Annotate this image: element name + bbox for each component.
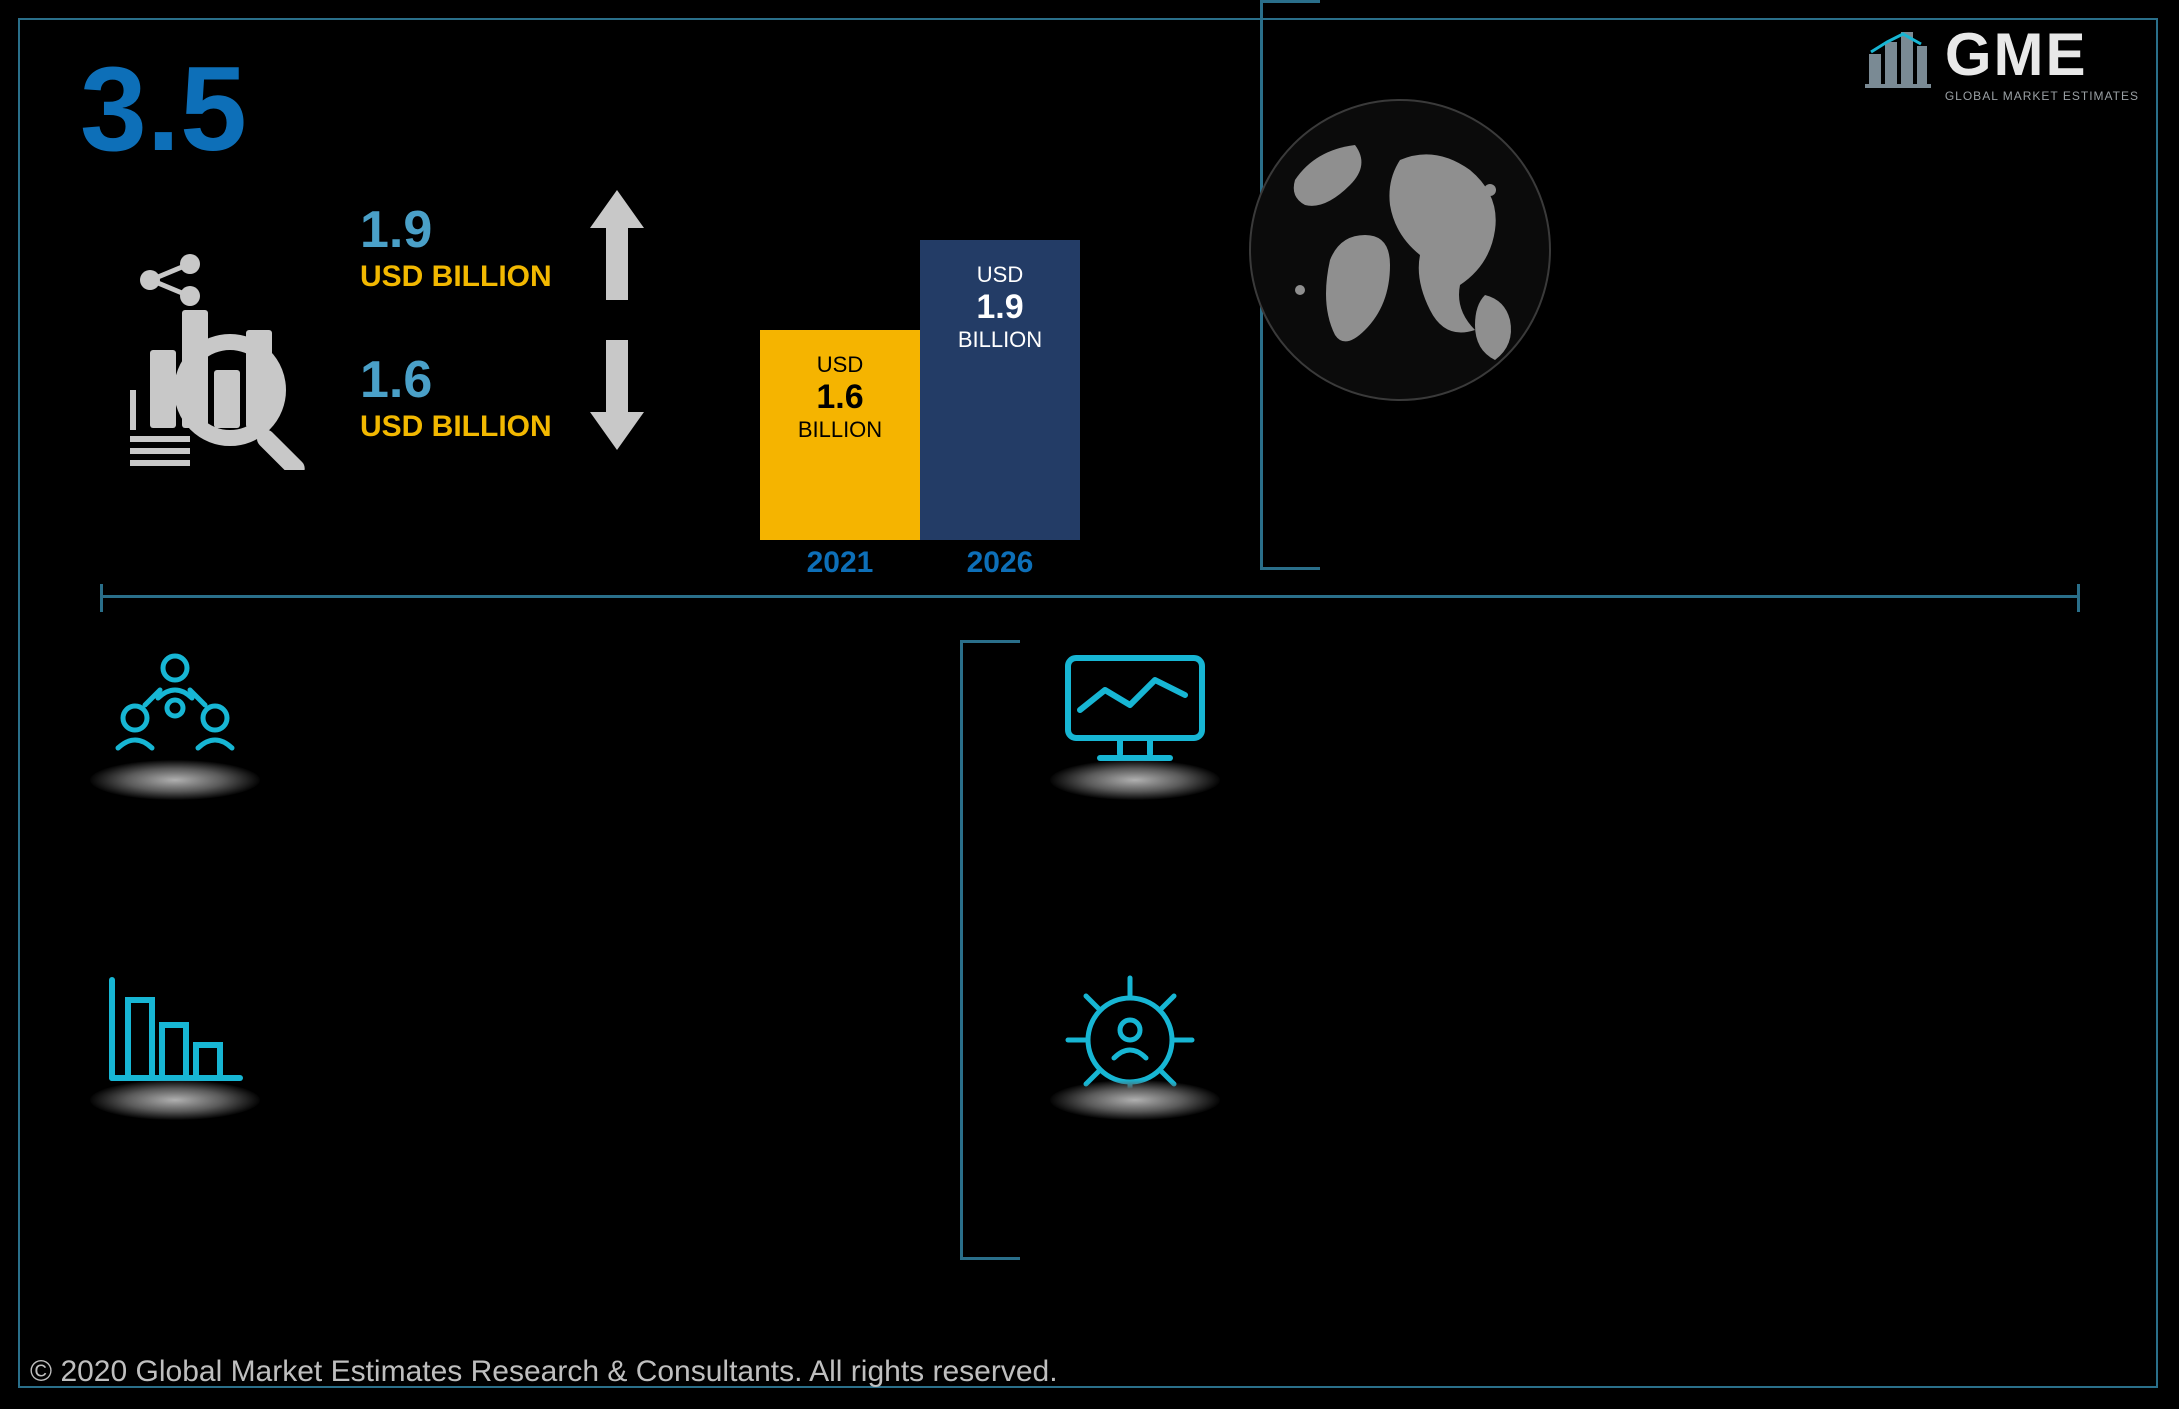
logo-subtext: GLOBAL MARKET ESTIMATES <box>1945 89 2139 103</box>
stat-high-value: 1.9 <box>360 200 552 260</box>
stat-high: 1.9 USD BILLION <box>360 200 552 294</box>
stat-high-unit: USD BILLION <box>360 260 552 294</box>
bar-unit: BILLION <box>798 417 882 443</box>
copyright-text: © 2020 Global Market Estimates Research … <box>30 1355 1058 1389</box>
logo-building-icon <box>1863 24 1933 99</box>
divider-bracket-lower <box>960 640 1020 1260</box>
lower-panel <box>60 640 2120 1280</box>
logo-text: GME <box>1945 20 2139 89</box>
stat-low-value: 1.6 <box>360 350 552 410</box>
bar-2021: USD1.6BILLION <box>760 330 920 540</box>
team-icon <box>100 650 250 765</box>
globe-icon <box>1240 90 1560 415</box>
icon-shadow <box>90 1080 260 1120</box>
brand-logo: GME GLOBAL MARKET ESTIMATES <box>1863 20 2139 103</box>
arrow-up-icon <box>590 190 644 305</box>
bar-year-label: 2026 <box>920 546 1080 580</box>
bar-value: 1.9 <box>976 288 1023 327</box>
bar-year-label: 2021 <box>760 546 920 580</box>
bar-currency: USD <box>817 352 863 378</box>
bar-unit: BILLION <box>958 327 1042 353</box>
analytics-icon <box>120 250 320 475</box>
bar-currency: USD <box>977 262 1023 288</box>
upper-panel: 1.9 USD BILLION 1.6 USD BILLION USD1.6BI… <box>60 170 2120 590</box>
icon-shadow <box>1050 760 1220 800</box>
stat-low: 1.6 USD BILLION <box>360 350 552 444</box>
monitor-chart-icon <box>1060 650 1210 775</box>
icon-shadow <box>1050 1080 1220 1120</box>
market-size-bar-chart: USD1.6BILLION2021USD1.9BILLION2026 <box>760 190 1080 580</box>
quad-monitor <box>1060 650 1910 910</box>
quad-bars <box>100 970 950 1230</box>
divider-horizontal <box>100 595 2080 598</box>
bar-2026: USD1.9BILLION <box>920 240 1080 540</box>
bar-value: 1.6 <box>816 378 863 417</box>
quad-target <box>1060 970 1910 1230</box>
quad-team <box>100 650 950 910</box>
icon-shadow <box>90 760 260 800</box>
arrow-down-icon <box>590 340 644 455</box>
bar-chart-icon <box>100 970 250 1095</box>
stat-low-unit: USD BILLION <box>360 410 552 444</box>
headline-number: 3.5 <box>80 40 247 178</box>
